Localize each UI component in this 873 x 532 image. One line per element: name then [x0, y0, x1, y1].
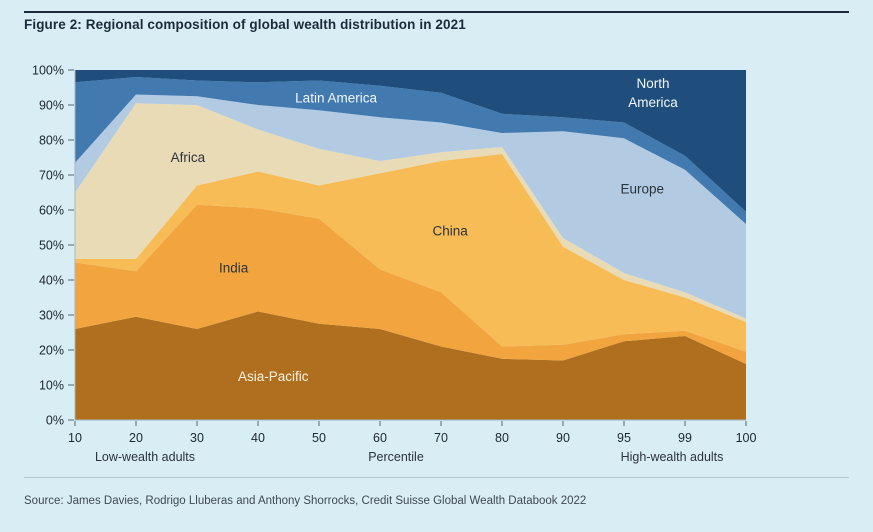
x-tick-label: 40	[251, 431, 265, 445]
x-axis-sublabel: High-wealth adults	[621, 450, 724, 464]
y-tick-label: 30%	[39, 309, 64, 323]
area-india	[75, 204, 746, 364]
region-label-africa: Africa	[171, 150, 206, 165]
x-axis-sublabel: Percentile	[368, 450, 424, 464]
y-tick-label: 40%	[39, 274, 64, 288]
source-note: Source: James Davies, Rodrigo Lluberas a…	[24, 495, 587, 507]
area-asia-pacific	[75, 311, 746, 420]
y-tick-label: 70%	[39, 169, 64, 183]
y-tick-label: 100%	[32, 64, 64, 78]
y-tick-label: 20%	[39, 344, 64, 358]
x-tick-label: 60	[373, 431, 387, 445]
x-tick-label: 20	[129, 431, 143, 445]
area-north-america	[75, 70, 746, 212]
y-tick-label: 10%	[39, 379, 64, 393]
area-china	[75, 154, 746, 352]
x-tick-label: 50	[312, 431, 326, 445]
x-tick-label: 80	[495, 431, 509, 445]
region-label-india: India	[219, 260, 249, 275]
region-label-latin-america: Latin America	[295, 91, 377, 106]
y-tick-label: 80%	[39, 134, 64, 148]
figure-title: Figure 2: Regional composition of global…	[24, 17, 466, 32]
y-tick-label: 60%	[39, 204, 64, 218]
source-rule	[24, 477, 849, 478]
x-tick-label: 70	[434, 431, 448, 445]
region-label-asia-pacific: Asia-Pacific	[238, 369, 309, 384]
region-label-china: China	[433, 224, 469, 239]
x-tick-label: 100	[736, 431, 757, 445]
y-tick-label: 90%	[39, 99, 64, 113]
x-axis-sublabel: Low-wealth adults	[95, 450, 195, 464]
x-tick-label: 30	[190, 431, 204, 445]
area-latin-america	[75, 77, 746, 224]
area-europe	[75, 94, 746, 319]
axis-lines	[74, 70, 746, 421]
region-label-north-america: America	[628, 95, 678, 110]
x-tick-label: 90	[556, 431, 570, 445]
title-rule	[24, 11, 849, 13]
y-tick-label: 0%	[46, 414, 64, 428]
x-tick-label: 99	[678, 431, 692, 445]
x-tick-label: 95	[617, 431, 631, 445]
region-label-europe: Europe	[621, 182, 665, 197]
x-tick-label: 10	[68, 431, 82, 445]
y-tick-label: 50%	[39, 239, 64, 253]
region-label-north-america: North	[636, 76, 669, 91]
area-africa	[75, 103, 746, 322]
